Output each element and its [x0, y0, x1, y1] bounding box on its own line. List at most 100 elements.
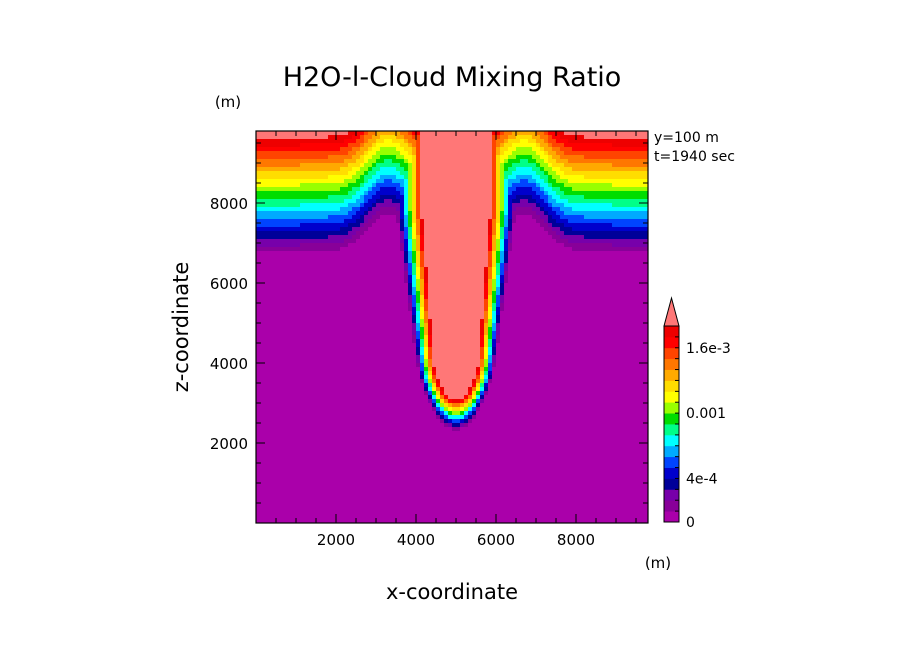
contour-cell [404, 243, 409, 248]
contour-cell [532, 187, 537, 192]
contour-cell [356, 131, 361, 136]
contour-cell [316, 303, 321, 308]
contour-cell [328, 219, 333, 224]
contour-cell [576, 223, 581, 228]
contour-cell [388, 223, 393, 228]
contour-cell [264, 175, 269, 180]
contour-cell [532, 315, 537, 320]
contour-cell [320, 291, 325, 296]
contour-cell [364, 287, 369, 292]
contour-cell [564, 323, 569, 328]
contour-cell [344, 215, 349, 220]
contour-cell [500, 235, 505, 240]
contour-cell [388, 287, 393, 292]
contour-cell [616, 175, 621, 180]
contour-cell [572, 183, 577, 188]
contour-cell [476, 287, 481, 292]
contour-cell [448, 279, 453, 284]
contour-cell [416, 207, 421, 212]
contour-cell [448, 155, 453, 160]
contour-cell [560, 263, 565, 268]
contour-cell [636, 187, 641, 192]
contour-cell [596, 155, 601, 160]
contour-cell [584, 331, 589, 336]
contour-cell [288, 323, 293, 328]
contour-cell [628, 247, 633, 252]
contour-cell [320, 295, 325, 300]
contour-cell [412, 179, 417, 184]
contour-cell [524, 231, 529, 236]
contour-cell [472, 143, 477, 148]
contour-cell [428, 183, 433, 188]
contour-cell [332, 131, 337, 136]
contour-cell [404, 179, 409, 184]
contour-cell [528, 263, 533, 268]
contour-cell [316, 151, 321, 156]
contour-cell [600, 143, 605, 148]
contour-cell [448, 203, 453, 208]
contour-cell [488, 291, 493, 296]
contour-cell [352, 255, 357, 260]
contour-cell [496, 283, 501, 288]
contour-cell [456, 203, 461, 208]
contour-cell [300, 167, 305, 172]
contour-cell [440, 227, 445, 232]
contour-cell [544, 203, 549, 208]
contour-cell [488, 187, 493, 192]
contour-cell [456, 327, 461, 332]
contour-cell [276, 195, 281, 200]
contour-cell [376, 171, 381, 176]
contour-cell [544, 255, 549, 260]
contour-cell [612, 271, 617, 276]
contour-cell [280, 227, 285, 232]
contour-cell [548, 159, 553, 164]
contour-cell [472, 259, 477, 264]
contour-cell [492, 323, 497, 328]
contour-cell [616, 299, 621, 304]
contour-cell [500, 247, 505, 252]
contour-cell [288, 267, 293, 272]
contour-cell [316, 327, 321, 332]
contour-cell [496, 131, 501, 136]
contour-cell [640, 175, 645, 180]
contour-cell [584, 203, 589, 208]
contour-cell [500, 163, 505, 168]
contour-cell [584, 239, 589, 244]
contour-cell [596, 147, 601, 152]
contour-cell [604, 175, 609, 180]
contour-cell [532, 171, 537, 176]
contour-cell [612, 211, 617, 216]
contour-cell [548, 223, 553, 228]
contour-cell [480, 283, 485, 288]
contour-cell [500, 211, 505, 216]
contour-cell [524, 183, 529, 188]
contour-cell [472, 251, 477, 256]
contour-cell [500, 183, 505, 188]
contour-cell [532, 263, 537, 268]
contour-cell [576, 227, 581, 232]
contour-cell [584, 175, 589, 180]
contour-cell [560, 307, 565, 312]
contour-cell [480, 219, 485, 224]
contour-cell [608, 247, 613, 252]
contour-cell [636, 179, 641, 184]
contour-cell [620, 227, 625, 232]
contour-cell [452, 223, 457, 228]
contour-cell [612, 251, 617, 256]
contour-cell [596, 187, 601, 192]
contour-cell [360, 167, 365, 172]
contour-cell [324, 139, 329, 144]
contour-cell [520, 255, 525, 260]
contour-cell [624, 175, 629, 180]
contour-cell [304, 179, 309, 184]
contour-cell [260, 143, 265, 148]
contour-cell [416, 303, 421, 308]
contour-cell [256, 175, 261, 180]
contour-cell [516, 223, 521, 228]
contour-cell [596, 303, 601, 308]
contour-cell [512, 255, 517, 260]
contour-cell [608, 331, 613, 336]
contour-cell [436, 275, 441, 280]
contour-cell [376, 203, 381, 208]
contour-cell [440, 311, 445, 316]
